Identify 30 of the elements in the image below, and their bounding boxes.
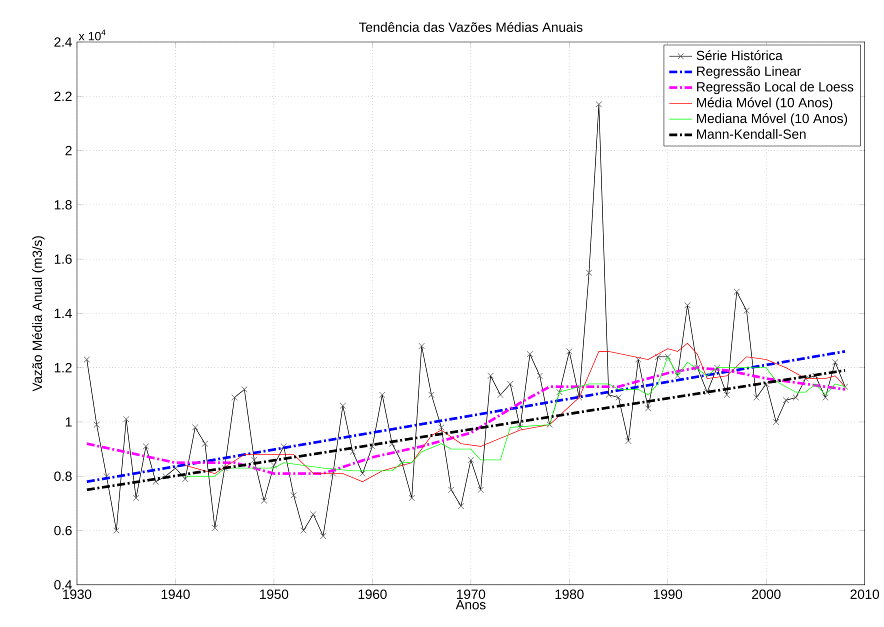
x-tick-label: 1960 [358,590,387,600]
y-tick-label: 0.6 [54,526,72,536]
x-tick-label: 1970 [457,590,486,600]
y-tick-label: 0.8 [54,472,72,482]
x-axis-title: Anos [456,600,486,610]
y-tick-label: 1 [66,417,72,427]
legend-label: Mediana Móvel (10 Anos) [697,113,848,126]
legend-label: Regressão Local de Loess [697,82,854,94]
x-tick-label: 2010 [850,590,880,600]
x-tick-label: 1940 [162,590,190,600]
chart-title: Tendência das Vazões Médias Anuais [359,22,582,32]
y-axis-title: Vazão Média Anual (m3/s) [32,236,45,392]
legend-label: Regressão Linear [697,66,801,79]
y-tick-label: 2.4 [54,37,72,47]
y-tick-label: 2.2 [54,92,72,102]
y-tick-label: 2 [66,146,72,156]
x-tick-label: 1990 [654,590,682,600]
x-tick-label: 1930 [63,590,92,600]
y-tick-label: 1.2 [54,363,72,372]
text: x 10$^{4}$ [78,30,106,40]
legend-label: Média Móvel (10 Anos) [697,98,832,110]
y-tick-label: 1.8 [54,200,72,210]
y-tick-label: 0.4 [54,580,72,590]
x-tick-label: 1950 [260,590,288,600]
x-tick-label: 1980 [556,590,584,600]
x-tick-label: 2000 [752,590,781,600]
y-tick-label: 1.4 [54,308,72,318]
legend-label: Mann-Kendall-Sen [697,129,806,139]
legend-label: Série Histórica [696,50,783,60]
y-tick-label: 1.6 [54,254,72,264]
